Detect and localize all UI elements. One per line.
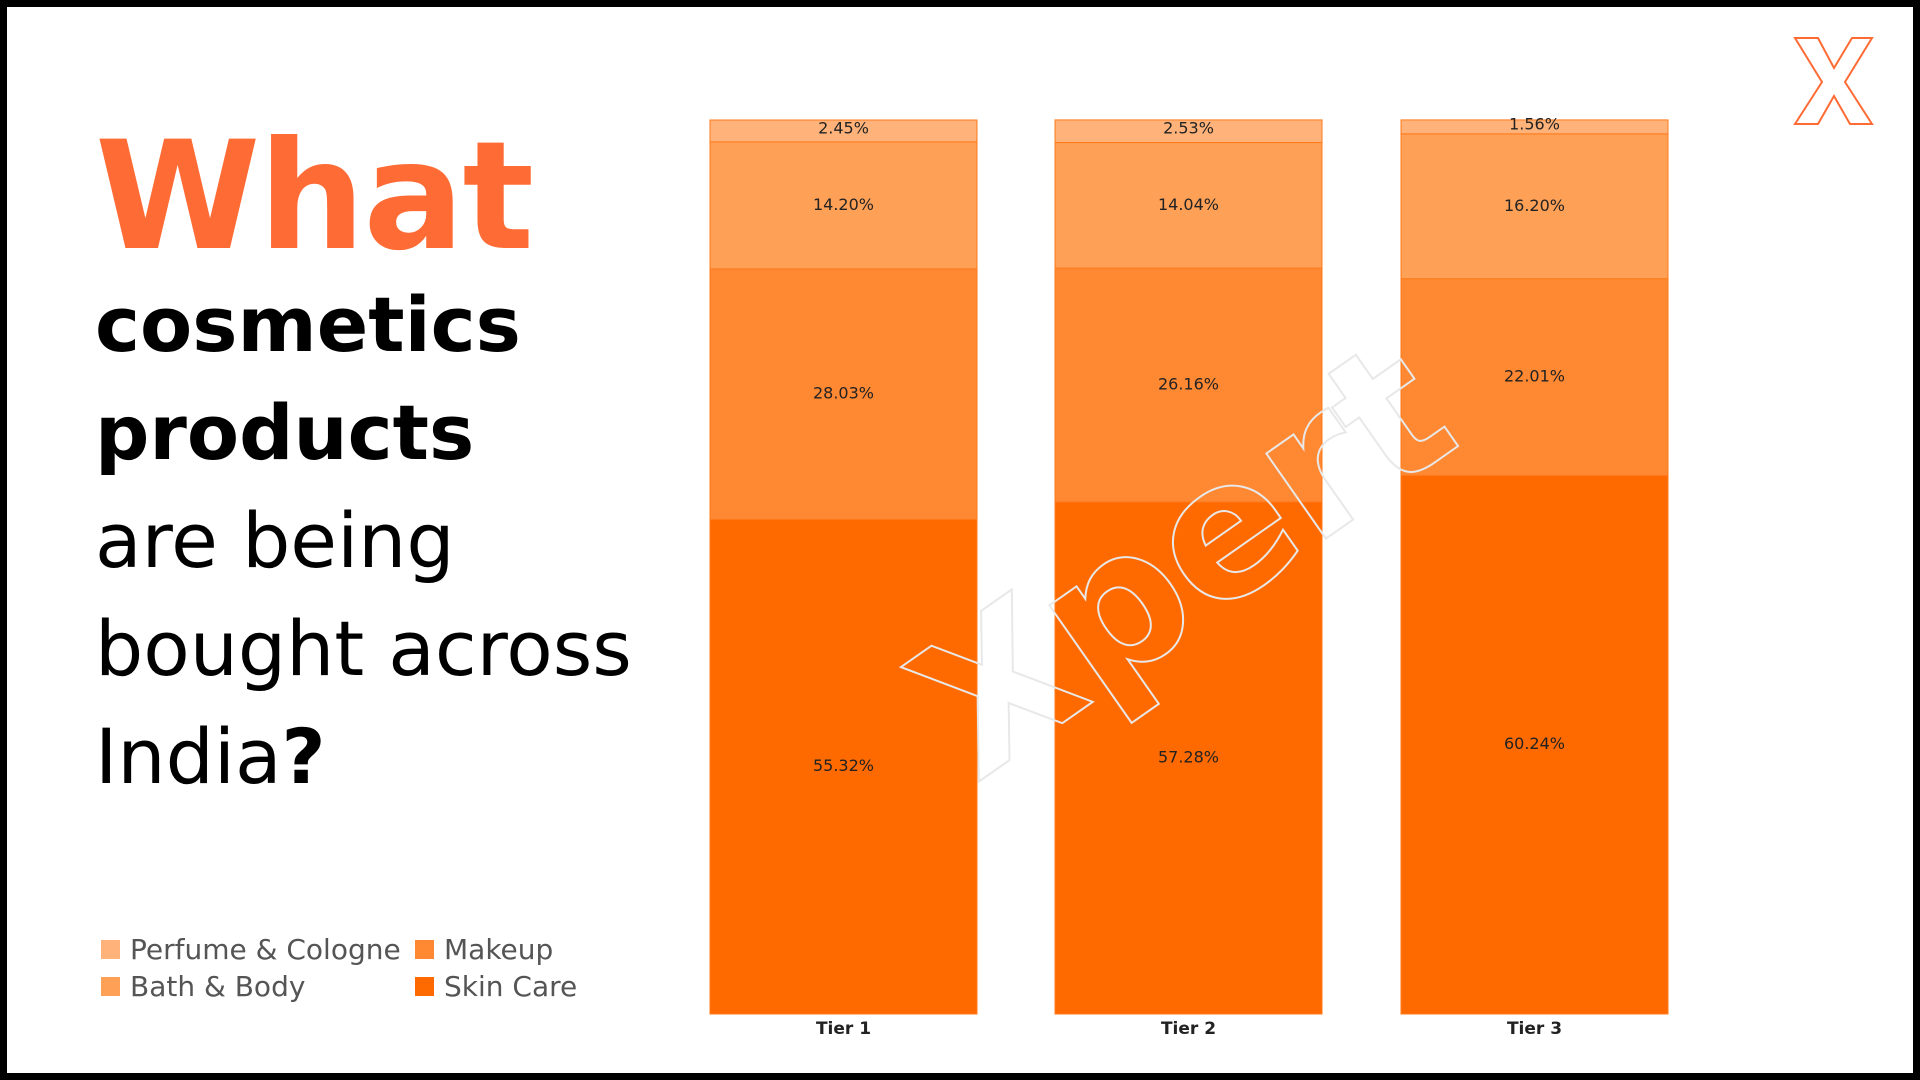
bar-segment xyxy=(1400,119,1669,135)
data-label: 26.16% xyxy=(1158,374,1219,393)
title-highlight: What xyxy=(95,110,534,284)
data-label: 16.20% xyxy=(1504,196,1565,215)
bar-segment xyxy=(1054,142,1323,269)
data-label: 55.32% xyxy=(813,756,874,775)
title-text: India xyxy=(95,712,282,801)
x-tick-label: Tier 3 xyxy=(1507,1019,1562,1039)
legend-swatch xyxy=(415,977,434,996)
bar-segment xyxy=(1400,133,1669,280)
data-label: 60.24% xyxy=(1504,734,1565,753)
data-label: 2.53% xyxy=(1163,119,1214,138)
legend-item: Skin Care xyxy=(415,970,615,1003)
data-label: 28.03% xyxy=(813,384,874,403)
bar-segment xyxy=(709,518,978,1015)
bar-segment xyxy=(1054,267,1323,503)
legend-item: Perfume & Cologne xyxy=(101,933,415,966)
bar-segment xyxy=(1054,119,1323,144)
legend-swatch xyxy=(101,940,120,959)
data-label: 57.28% xyxy=(1158,747,1219,766)
data-label: 22.01% xyxy=(1504,367,1565,386)
title-text: bought across xyxy=(95,604,632,693)
title-bold: cosmetics xyxy=(95,280,521,369)
bar-segment xyxy=(709,268,978,520)
legend-item: Bath & Body xyxy=(101,970,415,1003)
legend-label: Skin Care xyxy=(444,970,578,1003)
legend-swatch xyxy=(101,977,120,996)
bar-segment xyxy=(1054,501,1323,1015)
data-label: 1.56% xyxy=(1509,114,1560,133)
legend-label: Bath & Body xyxy=(130,970,306,1003)
legend-label: Makeup xyxy=(444,933,554,966)
bar-segment xyxy=(1400,474,1669,1015)
x-tick-label: Tier 1 xyxy=(816,1019,871,1039)
data-label: 14.20% xyxy=(813,195,874,214)
legend-label: Perfume & Cologne xyxy=(130,933,401,966)
logo xyxy=(1793,37,1874,125)
title-end: ? xyxy=(281,712,326,801)
bar-segment xyxy=(1400,278,1669,476)
legend-swatch xyxy=(415,940,434,959)
x-tick-label: Tier 2 xyxy=(1161,1019,1216,1039)
bar-segment xyxy=(709,141,978,270)
title-bold: products xyxy=(95,388,475,477)
data-label: 2.45% xyxy=(818,118,869,137)
legend: Perfume & Cologne Makeup Bath & Body Skin C… xyxy=(101,933,615,1003)
legend-item: Makeup xyxy=(415,933,615,966)
title: What cosmetics products are being bought… xyxy=(95,117,632,811)
title-text: are being xyxy=(95,496,455,585)
bar-segment xyxy=(709,119,978,143)
data-label: 14.04% xyxy=(1158,195,1219,214)
